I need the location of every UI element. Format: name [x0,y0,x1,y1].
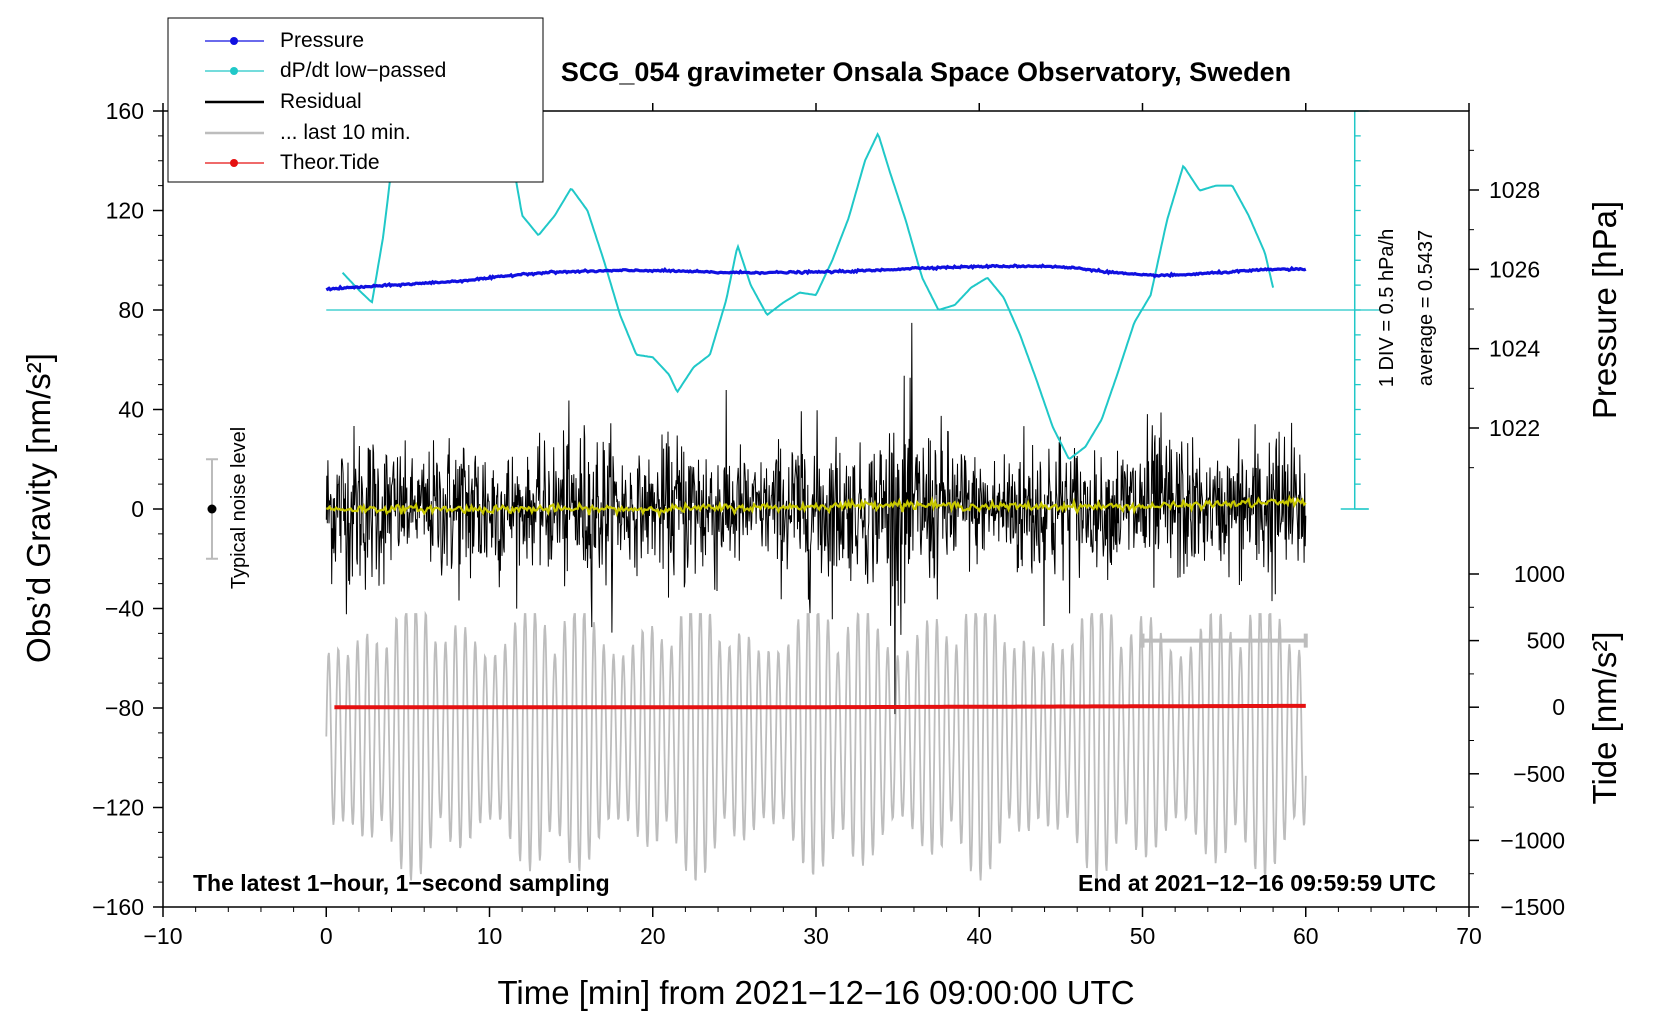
residual-trend-line [325,494,1307,519]
y-left-tick-label: 120 [106,198,144,224]
x-tick-label: 20 [640,923,666,949]
x-tick-label: 70 [1456,923,1482,949]
x-tick-label: 30 [803,923,829,949]
legend-mark-dpdt-dot [230,67,238,75]
legend-mark-pressure-dot [230,37,238,45]
legend-label-tide: Theor.Tide [280,151,380,174]
y-axis-title-left: Obs’d Gravity [nm/s²] [20,353,57,663]
pressure-tick-label: 1022 [1489,415,1540,441]
legend-label-last10: ... last 10 min. [280,121,411,144]
y-left-tick-label: −160 [92,894,144,920]
legend-box [167,17,544,183]
tide-tick-label: 1000 [1514,561,1565,587]
x-tick-label: 60 [1293,923,1319,949]
y-axis-title-tide: Tide [nm/s²] [1586,632,1623,805]
last10-line [325,610,1307,881]
legend: Pressure dP/dt low−passed Residual ... l… [167,17,544,183]
legend-label-dpdt: dP/dt low−passed [280,59,446,82]
tide-tick-label: 500 [1527,628,1565,654]
tide-tick-label: 0 [1552,694,1565,720]
x-tick-label: 10 [477,923,503,949]
chart-title: SCG_054 gravimeter Onsala Space Observat… [561,57,1291,87]
x-tick-label: −10 [143,923,182,949]
pressure-tick-label: 1026 [1489,256,1540,282]
dpdt-line [341,111,1275,460]
axis-ticks: −10 0 10 20 30 40 50 60 70 160 120 80 40 0 −40 −80 −120 −… [92,98,1565,949]
legend-label-residual: Residual [280,90,362,113]
tide-tick-label: −1500 [1500,894,1565,920]
y-axis-title-pressure: Pressure [hPa] [1586,201,1623,419]
y-left-tick-label: −40 [105,596,144,622]
residual-trend-series [325,494,1307,519]
x-tick-label: 40 [966,923,992,949]
y-left-tick-label: −80 [105,695,144,721]
pressure-tick-label: 1024 [1489,336,1540,362]
x-tick-label: 50 [1130,923,1156,949]
chart-extras [205,458,1308,648]
y-left-tick-label: 0 [131,496,144,522]
y-left-tick-label: 160 [106,98,144,124]
y-left-tick-label: −120 [92,795,144,821]
last10-series [325,610,1307,881]
annotation-latest: The latest 1−hour, 1−second sampling [193,870,610,896]
div-label: 1 DIV = 0.5 hPa/h [1376,229,1398,387]
pressure-series [325,263,1307,292]
tide-tick-label: −1000 [1500,827,1565,853]
pressure-line [325,263,1307,292]
noise-dot [207,504,217,514]
y-left-tick-label: 80 [118,297,144,323]
noise-level-label: Typical noise level [228,427,250,589]
theoretical-tide-series [334,703,1306,710]
annotation-end: End at 2021−12−16 09:59:59 UTC [1078,870,1436,896]
x-axis-title: Time [min] from 2021−12−16 09:00:00 UTC [497,974,1134,1011]
y-left-tick-label: 40 [118,397,144,423]
average-label: average = 0.5437 [1415,230,1437,386]
legend-label-pressure: Pressure [280,29,364,52]
dpdt-series [326,110,1380,510]
residual-series [325,322,1307,715]
residual-line [325,322,1307,715]
x-tick-label: 0 [320,923,333,949]
tide-line [334,703,1306,710]
tide-tick-label: −500 [1513,761,1565,787]
pressure-tick-label: 1028 [1489,177,1540,203]
legend-mark-tide-dot [230,159,238,167]
